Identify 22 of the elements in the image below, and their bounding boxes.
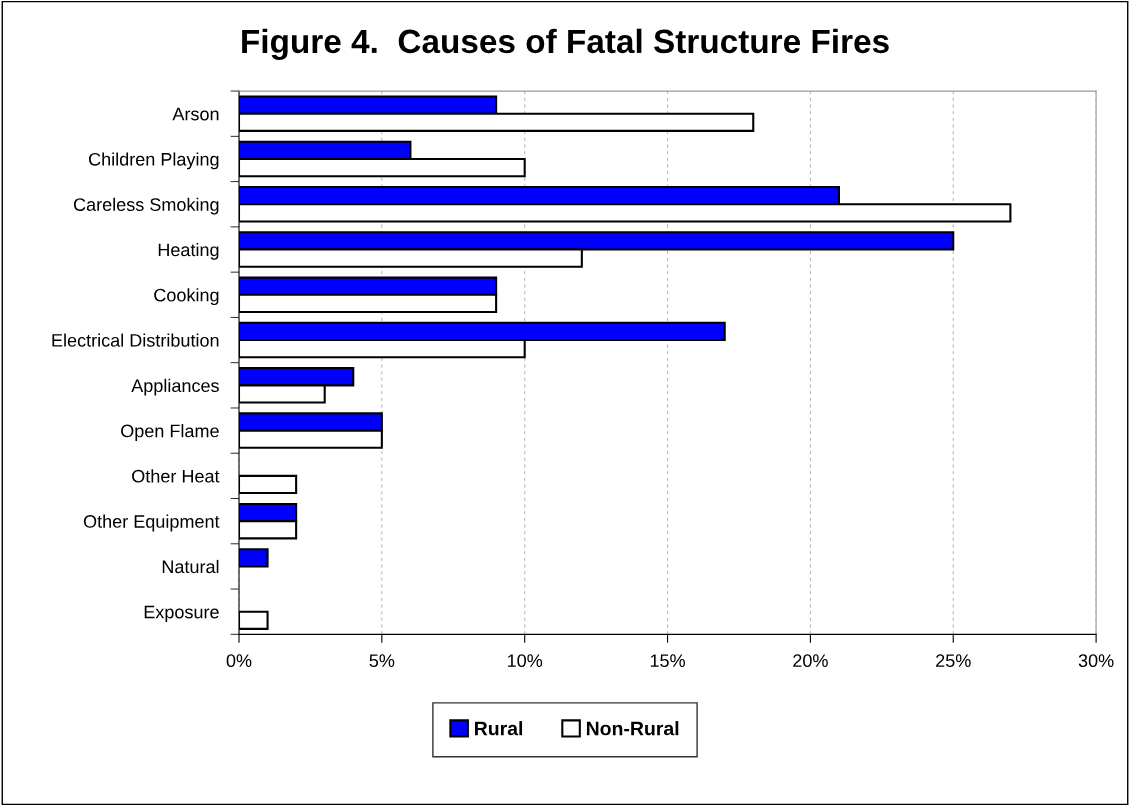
y-tick-label: Children Playing: [89, 152, 219, 170]
x-tick-label: 0%: [226, 654, 252, 668]
y-tick-label: Other Equipment: [83, 514, 220, 532]
legend-label: Non-Rural: [586, 721, 679, 736]
y-tick-label: Natural: [162, 559, 219, 574]
y-tick-label: Other Heat: [132, 469, 220, 483]
x-tick-label: 25%: [936, 654, 971, 668]
y-tick-label: Appliances: [131, 378, 219, 396]
y-tick-label: Electrical Distribution: [52, 333, 219, 347]
y-tick-label: Open Flame: [121, 424, 219, 441]
x-tick-label: 20%: [793, 654, 828, 668]
y-tick-label: Exposure: [144, 605, 219, 622]
y-tick-label: Heating: [158, 242, 219, 260]
y-tick-label: Arson: [172, 107, 219, 121]
y-tick-label: Cooking: [154, 288, 219, 306]
legend-label: Rural: [475, 721, 523, 736]
x-tick-label: 10%: [508, 654, 543, 668]
x-tick-label: 15%: [650, 654, 685, 668]
y-tick-label: Careless Smoking: [73, 197, 219, 215]
x-tick-label: 30%: [1078, 654, 1114, 668]
chart-title: Figure 4. Causes of Fatal Structure Fires: [242, 28, 889, 60]
x-tick-label: 5%: [369, 654, 395, 668]
